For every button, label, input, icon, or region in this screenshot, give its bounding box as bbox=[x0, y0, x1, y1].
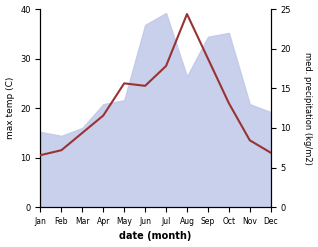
Y-axis label: med. precipitation (kg/m2): med. precipitation (kg/m2) bbox=[303, 52, 313, 165]
Y-axis label: max temp (C): max temp (C) bbox=[5, 77, 15, 139]
X-axis label: date (month): date (month) bbox=[119, 231, 192, 242]
